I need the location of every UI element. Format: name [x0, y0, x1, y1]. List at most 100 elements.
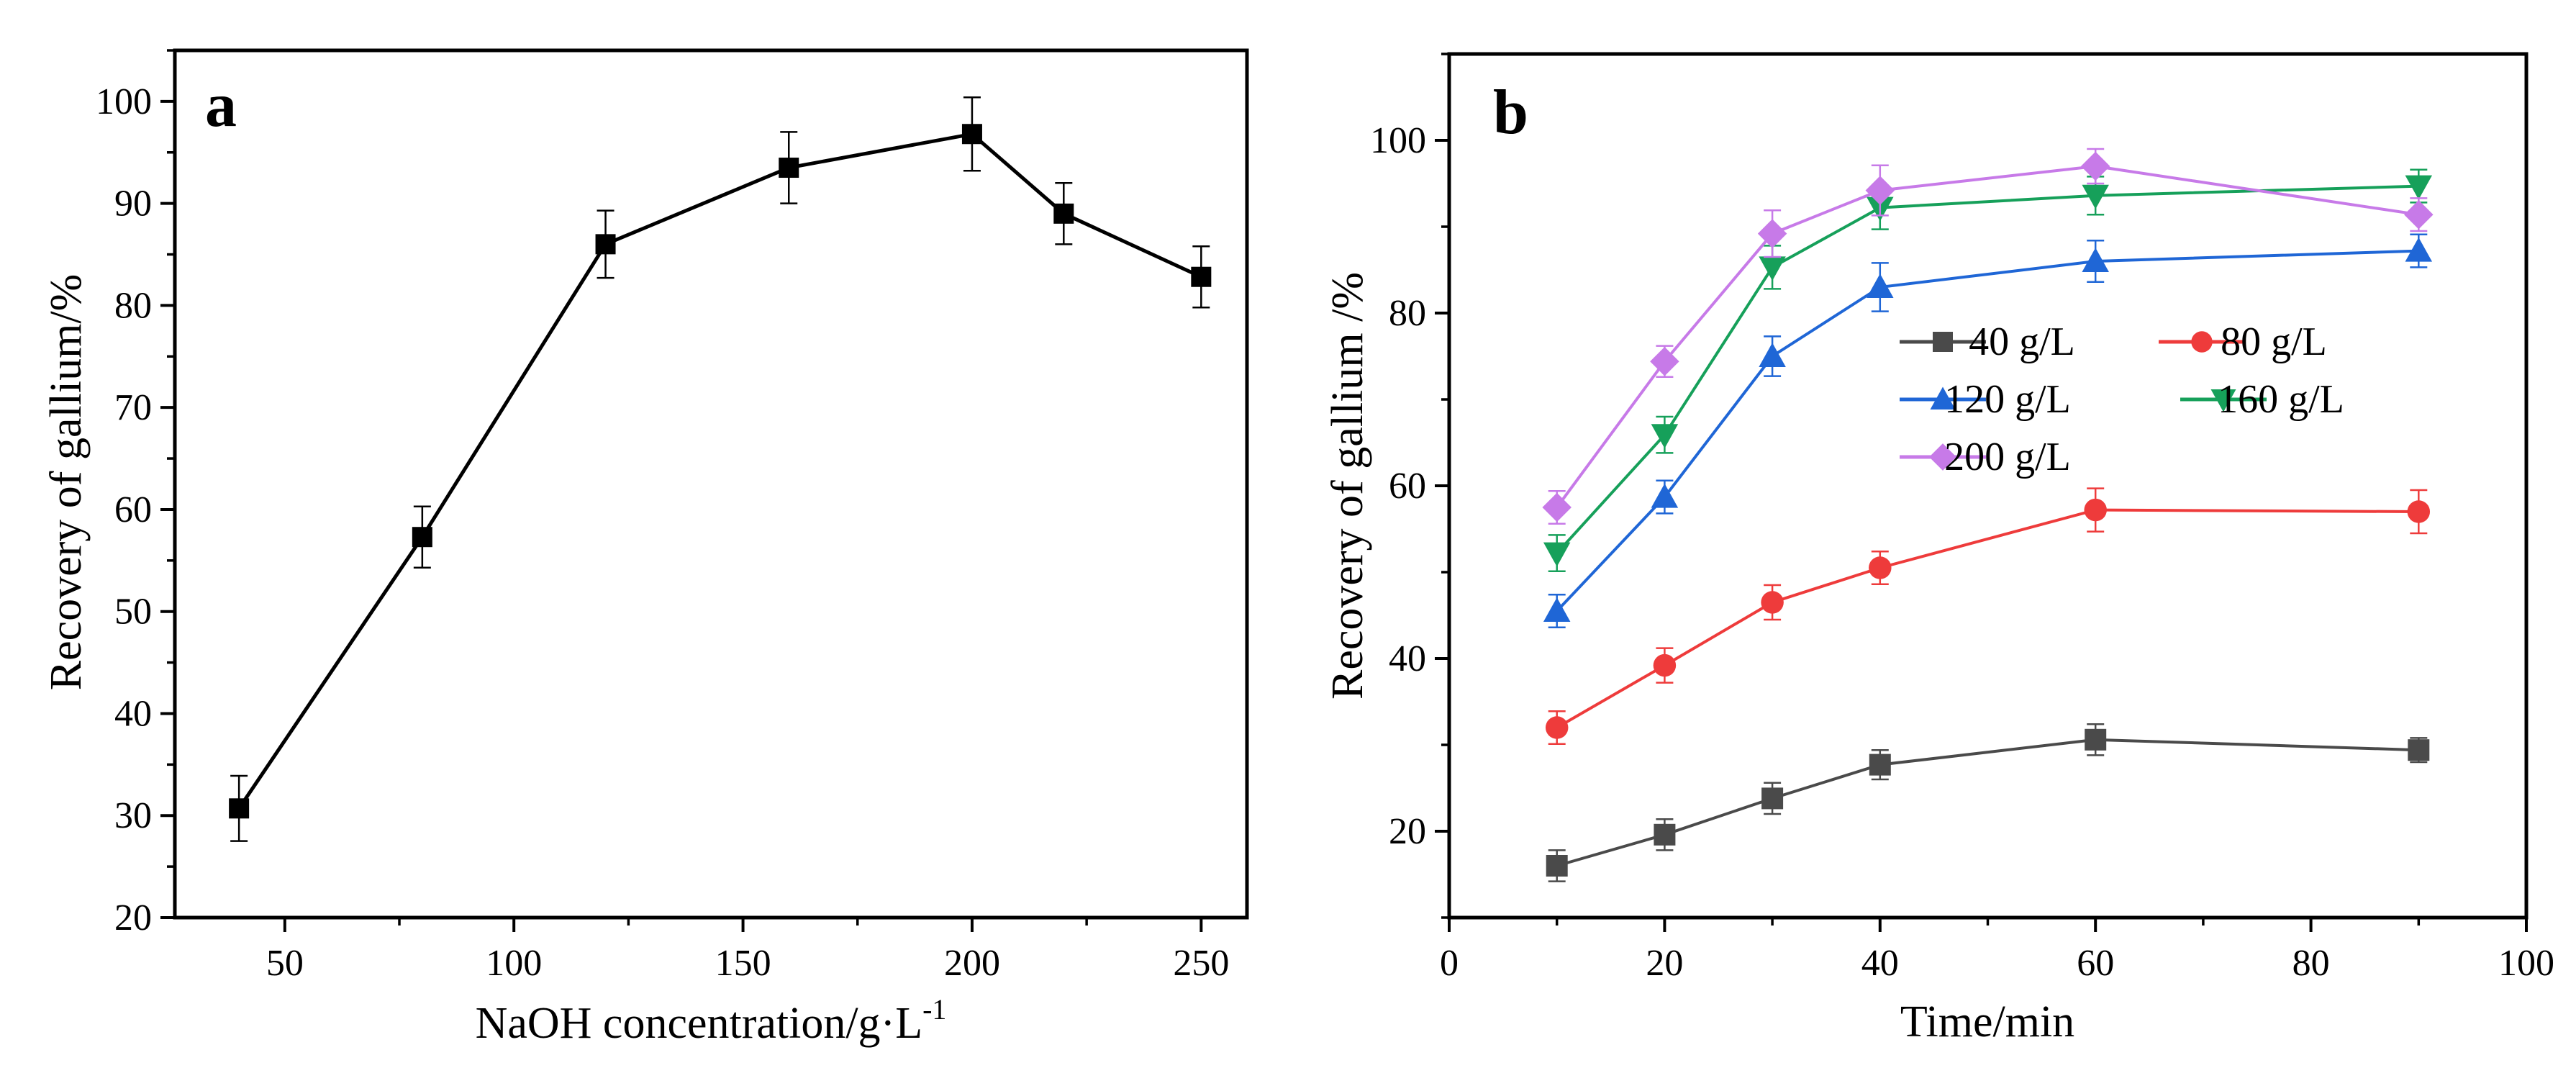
data-point — [1653, 653, 1677, 677]
panel-b-legend: 40 g/L 80 g/L 120 g/L 160 g/L 200 g/L — [1900, 320, 2344, 479]
panel-a-xlabel-text: NaOH concentration/g·L — [476, 999, 922, 1048]
series-80-g-l — [1545, 487, 2431, 746]
x-tick-label: 80 — [2292, 943, 2330, 984]
legend-item: 80 g/L — [2159, 320, 2327, 364]
x-tick-label: 60 — [2077, 943, 2114, 984]
x-tick-label: 200 — [944, 943, 1000, 984]
data-point — [961, 124, 982, 145]
x-tick-label: 50 — [266, 943, 304, 984]
data-point — [1543, 597, 1571, 622]
panel-b-xlabel: Time/min — [1900, 997, 2074, 1046]
data-point — [1865, 176, 1895, 205]
series-line — [1556, 249, 2419, 612]
y-tick-label: 20 — [114, 897, 152, 938]
legend-label: 120 g/L — [1944, 377, 2071, 422]
panel-a-ylabel: Recovery of gallium/% — [42, 274, 91, 691]
x-tick-label: 0 — [1440, 943, 1459, 984]
panel-b-ylabel: Recovery of gallium /% — [1323, 272, 1372, 700]
panel-b-xticks: 0 20 40 60 80 100 — [1440, 918, 2554, 984]
series-line — [1556, 164, 2419, 509]
x-tick-label: 150 — [715, 943, 771, 984]
data-point — [2084, 498, 2107, 522]
x-tick-label: 20 — [1646, 943, 1683, 984]
y-tick-label: 40 — [1389, 638, 1426, 679]
data-point — [1650, 346, 1679, 376]
data-point — [595, 234, 616, 255]
legend-marker — [2210, 389, 2236, 412]
panel-b-label: b — [1493, 78, 1528, 148]
y-tick-label: 30 — [114, 795, 152, 836]
y-tick-label: 100 — [96, 81, 152, 122]
y-tick-label: 50 — [114, 592, 152, 633]
panel-a-yticks: 20 30 40 50 60 70 80 90 100 — [96, 49, 175, 938]
legend-marker — [2191, 331, 2213, 353]
data-point — [1542, 492, 1572, 522]
data-point — [2407, 500, 2431, 523]
data-point — [2082, 248, 2109, 272]
panel-a: a 50 100 150 200 250 20 30 40 50 60 70 80 90 100 NaO… — [42, 48, 1249, 1048]
data-point — [1543, 542, 1571, 567]
y-tick-label: 70 — [114, 387, 152, 428]
y-tick-label: 100 — [1370, 120, 1426, 161]
y-tick-label: 60 — [1389, 466, 1426, 507]
series-line — [1556, 184, 2419, 554]
x-tick-label: 100 — [2498, 943, 2554, 984]
legend-label: 40 g/L — [1969, 320, 2075, 364]
data-point — [412, 527, 432, 548]
data-point — [1651, 424, 1679, 448]
x-tick-label: 40 — [1861, 943, 1899, 984]
data-point — [2405, 237, 2433, 262]
series-recovery — [229, 96, 1212, 842]
data-point — [779, 158, 799, 178]
data-point — [1869, 556, 1892, 579]
legend-label: 160 g/L — [2218, 377, 2344, 422]
panel-b: b 0 20 40 60 80 100 20 40 60 80 100 40 g/L 80 g/L 1… — [1323, 52, 2554, 1046]
legend-label: 80 g/L — [2221, 320, 2327, 364]
legend-marker — [1933, 332, 1953, 352]
y-tick-label: 80 — [1389, 293, 1426, 334]
panel-a-xlabel: NaOH concentration/g·L-1 — [476, 993, 947, 1048]
series-120-g-l — [1543, 233, 2433, 629]
data-point — [1759, 343, 1786, 367]
data-point — [1546, 855, 1568, 877]
data-point — [1651, 483, 1679, 508]
data-point — [1761, 591, 1784, 614]
data-point — [1759, 256, 1786, 281]
data-point — [1757, 219, 1787, 248]
legend-marker — [1929, 443, 1956, 471]
legend-item: 160 g/L — [2180, 377, 2344, 422]
y-tick-label: 80 — [114, 285, 152, 326]
data-point — [2085, 728, 2107, 751]
legend-item: 120 g/L — [1900, 377, 2071, 422]
panel-a-plot — [229, 96, 1212, 842]
data-point — [2405, 175, 2433, 200]
y-tick-label: 90 — [114, 184, 152, 225]
panel-a-frame — [173, 48, 1249, 920]
data-point — [1867, 273, 1894, 298]
legend-marker — [1930, 386, 1956, 409]
panel-b-yticks: 20 40 60 80 100 — [1370, 53, 1449, 919]
data-point — [1654, 823, 1676, 846]
legend-item: 40 g/L — [1900, 320, 2075, 364]
panel-b-plot — [1542, 148, 2434, 882]
data-point — [2080, 151, 2110, 181]
data-point — [1761, 787, 1784, 810]
data-point — [1053, 203, 1074, 224]
legend-label: 200 g/L — [1944, 435, 2071, 479]
legend-item: 200 g/L — [1900, 435, 2071, 479]
series-line — [1556, 738, 2419, 867]
y-tick-label: 20 — [1389, 811, 1426, 852]
series-200-g-l — [1542, 148, 2434, 525]
series-160-g-l — [1543, 168, 2433, 573]
panel-a-xlabel-superscript: -1 — [922, 993, 946, 1026]
series-line — [1556, 508, 2419, 729]
data-point — [1191, 266, 1212, 287]
x-tick-label: 250 — [1173, 943, 1229, 984]
x-tick-label: 100 — [486, 943, 542, 984]
y-tick-label: 60 — [114, 489, 152, 530]
data-point — [2082, 184, 2109, 209]
panel-a-label: a — [205, 71, 237, 140]
panel-b-frame — [1447, 52, 2529, 920]
data-point — [2404, 199, 2434, 230]
